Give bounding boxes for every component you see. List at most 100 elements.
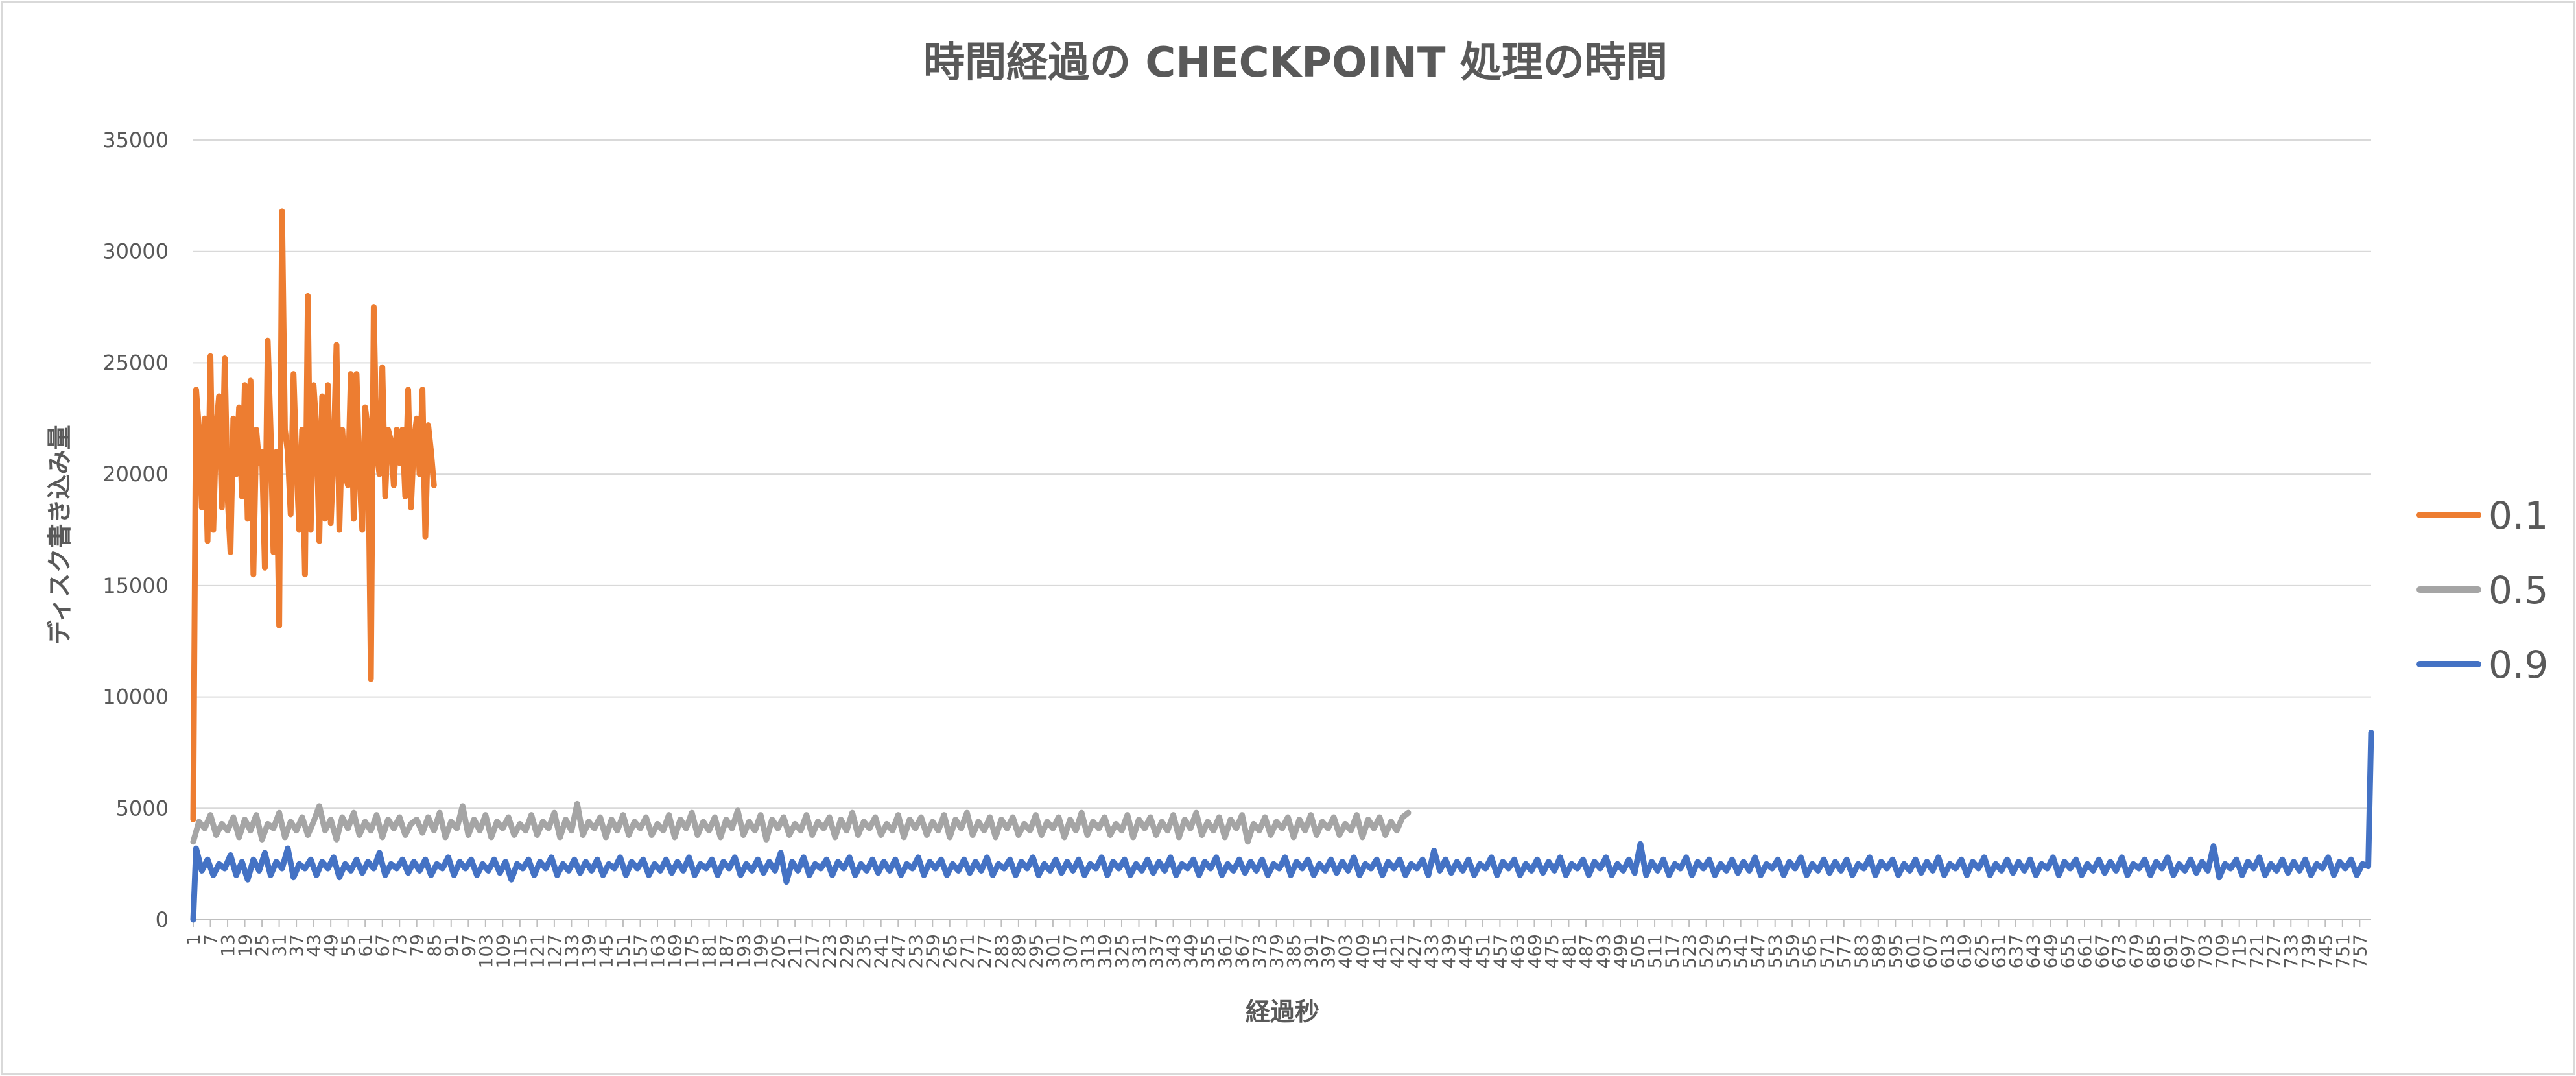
x-tick-label: 547 [1747,934,1769,968]
x-tick-label: 523 [1679,934,1700,968]
x-tick-label: 733 [2280,934,2302,968]
x-tick-label: 679 [2126,934,2147,968]
x-tick-label: 607 [1919,934,1941,968]
x-tick-label: 229 [836,934,858,968]
x-tick-label: 169 [665,934,686,968]
x-tick-label: 103 [475,934,497,968]
x-tick-label: 97 [458,934,479,957]
x-tick-label: 721 [2246,934,2267,968]
x-tick-label: 655 [2057,934,2079,968]
x-tick-label: 37 [286,934,307,957]
x-tick-label: 589 [1868,934,1889,968]
x-tick-label: 247 [888,934,909,968]
y-tick-label: 15000 [102,573,169,598]
x-tick-label: 307 [1059,934,1081,968]
x-tick-label: 211 [785,934,806,968]
x-tick-label: 409 [1352,934,1373,968]
x-tick-label: 277 [974,934,995,968]
x-tick-label: 163 [647,934,668,968]
x-tick-label: 583 [1850,934,1872,968]
x-tick-label: 505 [1627,934,1649,968]
x-tick-label: 709 [2212,934,2233,968]
x-tick-label: 157 [630,934,651,968]
chart-title: 時間経過の CHECKPOINT 処理の時間 [923,39,1668,87]
legend: 0.1 0.5 0.9 [2416,494,2548,687]
x-tick-label: 373 [1249,934,1270,968]
x-tick-label: 139 [578,934,600,968]
x-tick-label: 73 [389,934,410,957]
x-tick-label: 325 [1111,934,1133,968]
y-tick-label: 25000 [102,350,169,375]
y-tick-label: 20000 [102,462,169,486]
x-tick-label: 79 [407,934,428,957]
x-tick-label: 19 [235,934,256,957]
x-tick-label: 595 [1885,934,1906,968]
x-tick-label: 745 [2315,934,2336,968]
x-tick-label: 757 [2349,934,2370,968]
x-tick-label: 625 [1971,934,1992,968]
x-tick-label: 187 [716,934,737,968]
x-tick-label: 403 [1335,934,1356,968]
x-tick-label: 361 [1214,934,1236,968]
x-tick-label: 649 [2040,934,2061,968]
x-tick-label: 337 [1146,934,1167,968]
x-tick-label: 349 [1180,934,1201,968]
x-tick-label: 529 [1696,934,1718,968]
x-tick-label: 637 [2005,934,2027,968]
x-tick-label: 427 [1404,934,1425,968]
x-tick-label: 463 [1507,934,1528,968]
x-tick-label: 469 [1524,934,1545,968]
x-tick-label: 535 [1713,934,1734,968]
x-tick-label: 91 [441,934,462,957]
legend-label-0-5: 0.5 [2488,568,2548,612]
x-tick-label: 223 [819,934,840,968]
x-tick-label: 511 [1644,934,1666,968]
x-tick-label: 331 [1129,934,1150,968]
x-tick-label: 613 [1937,934,1958,968]
x-tick-label: 715 [2229,934,2251,968]
x-tick-label: 667 [2092,934,2113,968]
x-tick-label: 355 [1198,934,1219,968]
x-tick-label: 241 [871,934,892,968]
x-tick-label: 289 [1008,934,1030,968]
x-tick-label: 61 [355,934,376,957]
x-tick-label: 115 [510,934,531,968]
x-tick-label: 235 [853,934,875,968]
series-line-0-5 [190,800,1412,845]
x-tick-label: 193 [733,934,755,968]
x-tick-label: 85 [423,934,445,957]
legend-label-0-9: 0.9 [2488,643,2548,687]
x-tick-label: 313 [1077,934,1098,968]
x-tick-label: 493 [1593,934,1614,968]
x-tick-label: 577 [1834,934,1855,968]
x-tick-label: 685 [2143,934,2164,968]
series-line-0-9 [190,730,2374,923]
x-tick-label: 619 [1954,934,1975,968]
x-tick-label: 703 [2195,934,2216,968]
y-tick-label: 30000 [102,239,169,264]
x-tick-label: 487 [1576,934,1597,968]
x-tick-label: 13 [217,934,239,957]
x-tick-label: 499 [1610,934,1631,968]
x-tick-label: 673 [2109,934,2130,968]
x-tick-label: 727 [2263,934,2285,968]
x-tick-label: 49 [320,934,342,957]
series-lines [190,208,2374,923]
x-tick-label: 7 [200,934,222,946]
x-tick-label: 565 [1799,934,1821,968]
legend-label-0-1: 0.1 [2488,494,2548,538]
x-tick-label: 67 [372,934,394,957]
x-tick-label: 367 [1232,934,1253,968]
x-tick-label: 271 [956,934,978,968]
x-tick-label: 301 [1043,934,1064,968]
x-tick-label: 517 [1662,934,1683,968]
x-tick-label: 541 [1731,934,1752,968]
x-tick-label: 175 [681,934,703,968]
x-tick-label: 283 [991,934,1012,968]
x-tick-label: 571 [1816,934,1837,968]
x-axis-title: 経過秒 [1246,998,1319,1026]
x-tick-label: 451 [1472,934,1494,968]
x-tick-label: 445 [1455,934,1476,968]
series-line-0-1 [190,208,437,822]
